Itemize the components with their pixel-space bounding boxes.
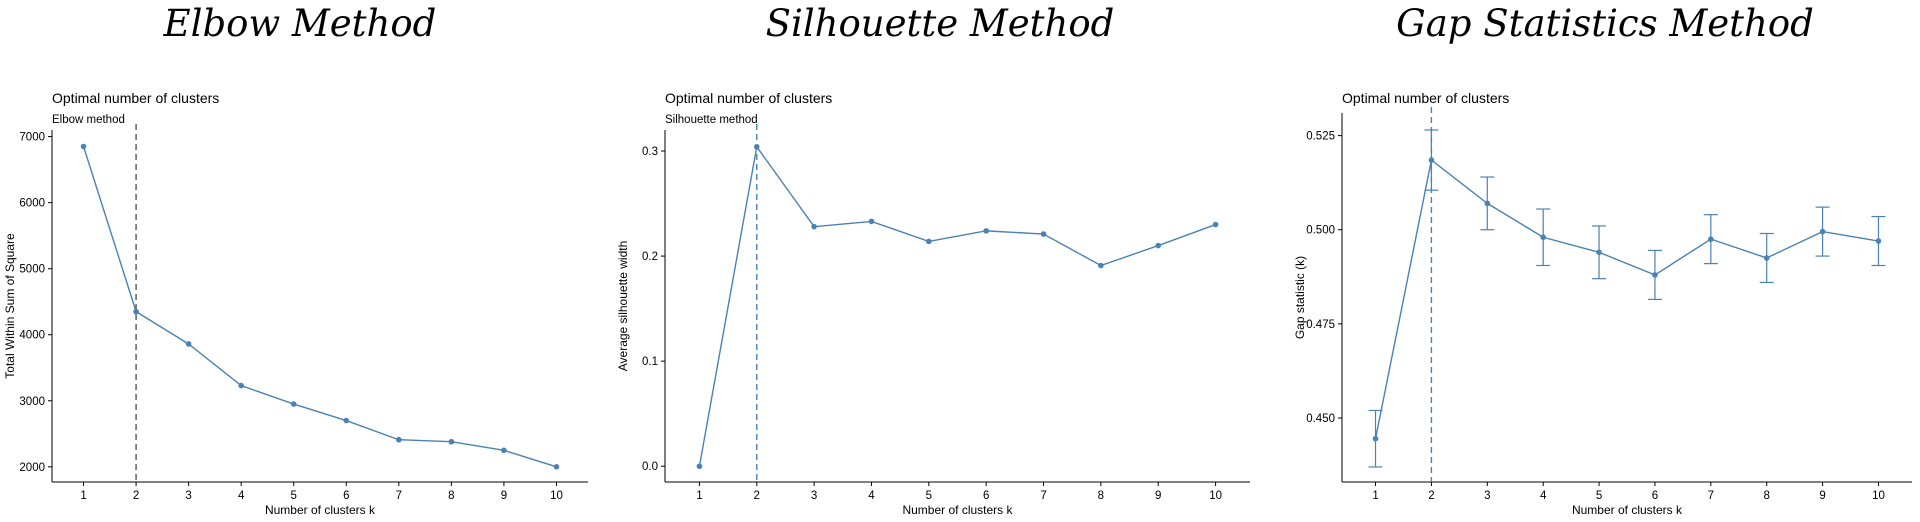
chart1-y-tick-label: 7000 xyxy=(19,132,45,144)
chart1-data-point xyxy=(290,401,297,407)
chart3-data-point xyxy=(1819,228,1826,235)
chart1-data-point xyxy=(448,438,455,445)
chart1-x-tick-label: 10 xyxy=(550,490,563,502)
chart2-data-point xyxy=(1098,262,1104,269)
chart1-data-point xyxy=(553,464,560,470)
chart1-title: Optimal number of clusters xyxy=(52,90,219,106)
chart3-x-tick-label: 8 xyxy=(1764,490,1770,502)
chart2-x-tick-label: 4 xyxy=(868,490,875,502)
chart1-y-tick-label: 3000 xyxy=(19,396,45,408)
chart3-x-tick-label: 5 xyxy=(1596,490,1602,502)
chart3-x-axis-label: Number of clusters k xyxy=(1572,503,1683,517)
chart2-y-tick-label: 0.2 xyxy=(642,251,658,263)
chart3-y-tick-label: 0.500 xyxy=(1306,225,1335,237)
chart1-data-point xyxy=(80,143,87,150)
chart1-x-tick-label: 8 xyxy=(448,490,454,502)
chart3-data-point xyxy=(1763,255,1770,261)
chart3-x-tick-label: 3 xyxy=(1484,490,1490,502)
chart2-y-axis-label: Average silhouette width xyxy=(616,241,630,372)
chart3-x-tick-label: 2 xyxy=(1428,490,1434,502)
chart3-data-point xyxy=(1596,249,1602,256)
chart3-y-tick-label: 0.450 xyxy=(1306,413,1335,425)
chart2-x-tick-label: 3 xyxy=(811,490,817,502)
chart3-y-axis-label: Gap statistic (k) xyxy=(1293,256,1307,339)
chart3-x-tick-label: 6 xyxy=(1652,490,1658,502)
chart3-data-point xyxy=(1708,236,1714,242)
chart2-x-tick-label: 7 xyxy=(1040,490,1046,502)
chart1-series-line xyxy=(82,146,557,468)
chart2-y-tick-label: 0.0 xyxy=(642,461,658,473)
chart1-subtitle: Elbow method xyxy=(52,114,125,126)
chart2-data-point xyxy=(696,463,703,470)
chart1-y-tick-label: 4000 xyxy=(19,330,45,342)
chart2-x-tick-label: 8 xyxy=(1098,490,1104,502)
chart3-x-tick-label: 7 xyxy=(1708,490,1714,502)
chart2-data-point xyxy=(811,223,817,230)
chart2-data-point xyxy=(1212,221,1219,228)
silhouette-method-heading: Silhouette Method xyxy=(765,2,1115,45)
chart2-series-line xyxy=(698,145,1216,467)
chart2-x-tick-label: 5 xyxy=(926,490,932,502)
chart3-data-point xyxy=(1875,238,1882,244)
chart3-data-point xyxy=(1372,435,1379,442)
chart1-data-point xyxy=(501,447,507,454)
chart1-x-tick-label: 6 xyxy=(343,490,349,502)
chart3-x-tick-label: 9 xyxy=(1819,490,1825,502)
chart3-data-point xyxy=(1540,234,1546,241)
chart1-y-axis-label: Total Within Sum of Square xyxy=(3,233,17,379)
chart2-x-tick-label: 10 xyxy=(1209,490,1222,502)
chart1-data-point xyxy=(238,382,244,389)
chart3-data-point xyxy=(1428,157,1435,163)
chart3-title: Optimal number of clusters xyxy=(1342,90,1509,106)
chart1-x-tick-label: 2 xyxy=(133,490,139,502)
chart3-data-point xyxy=(1652,272,1658,278)
chart1-data-point xyxy=(133,308,139,315)
chart2-data-point xyxy=(926,238,932,245)
chart1-y-tick-label: 5000 xyxy=(19,264,45,276)
chart2-subtitle: Silhouette method xyxy=(665,114,758,126)
chart1-y-tick-label: 6000 xyxy=(19,198,45,210)
chart2-x-tick-label: 1 xyxy=(696,490,702,502)
chart2-x-tick-label: 2 xyxy=(754,490,760,502)
elbow-method-heading: Elbow Method xyxy=(163,2,437,45)
chart1-y-tick-label: 2000 xyxy=(19,462,45,474)
chart1-x-tick-label: 5 xyxy=(291,490,297,502)
chart1-data-point xyxy=(396,436,402,443)
chart1-x-tick-label: 3 xyxy=(185,490,191,502)
chart2-title: Optimal number of clusters xyxy=(665,90,832,106)
chart3-series-line xyxy=(1374,158,1879,439)
chart1-x-tick-label: 4 xyxy=(238,490,245,502)
chart2-data-point xyxy=(1155,242,1162,249)
chart3-x-tick-label: 10 xyxy=(1872,490,1885,502)
chart2-x-axis-label: Number of clusters k xyxy=(902,503,1013,517)
chart3-y-tick-label: 0.475 xyxy=(1306,319,1335,331)
chart1-x-tick-label: 7 xyxy=(396,490,402,502)
chart2-data-point xyxy=(753,144,760,150)
chart1-x-axis-label: Number of clusters k xyxy=(265,503,376,517)
chart2-y-tick-label: 0.3 xyxy=(642,146,658,158)
chart3-y-tick-label: 0.525 xyxy=(1306,131,1335,143)
chart2-data-point xyxy=(983,228,989,234)
chart3-x-tick-label: 1 xyxy=(1372,490,1378,502)
chart2-data-point xyxy=(868,218,875,225)
gap-statistics-method-heading: Gap Statistics Method xyxy=(1396,2,1814,45)
chart2-x-tick-label: 9 xyxy=(1155,490,1161,502)
chart3-data-point xyxy=(1484,200,1491,207)
chart1-x-tick-label: 9 xyxy=(501,490,507,502)
chart2-data-point xyxy=(1040,231,1047,237)
chart1-data-point xyxy=(185,341,192,347)
chart2-y-tick-label: 0.1 xyxy=(642,356,658,368)
chart2-x-tick-label: 6 xyxy=(983,490,989,502)
chart3-x-tick-label: 4 xyxy=(1540,490,1547,502)
chart1-data-point xyxy=(343,417,350,424)
chart1-x-tick-label: 1 xyxy=(80,490,86,502)
